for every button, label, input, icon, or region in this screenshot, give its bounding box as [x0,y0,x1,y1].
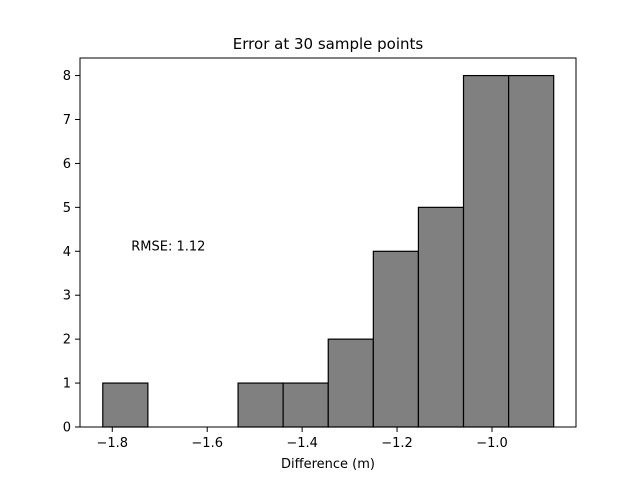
x-tick-label-4: −1.0 [476,436,508,451]
y-tick-label-8: 8 [63,69,71,84]
plot-frame [79,57,577,428]
histogram-bar-6 [372,250,420,428]
histogram-bar-3 [237,382,284,428]
x-tick-label-2: −1.4 [286,436,318,451]
histogram-bar-0 [102,382,149,428]
x-tick-label-1: −1.6 [191,436,223,451]
y-tick-label-2: 2 [63,333,71,348]
y-tick-label-6: 6 [63,157,71,172]
chart-title: Error at 30 sample points [233,35,424,53]
x-tick-label-3: −1.2 [381,436,413,451]
histogram-bar-7 [417,206,465,428]
axes-layer: −1.8 −1.6 −1.4 −1.2 −1.0 0 1 2 3 4 5 6 7 8 [63,57,577,451]
histogram-bar-5 [327,338,374,428]
y-tick-label-5: 5 [63,201,71,216]
bars-layer [102,74,555,428]
rmse-annotation: RMSE: 1.12 [131,239,205,254]
y-tick-label-3: 3 [63,289,71,304]
y-tick-label-4: 4 [63,245,71,260]
y-tick-label-1: 1 [63,377,71,392]
histogram-bar-4 [282,382,329,428]
x-tick-label-0: −1.8 [96,436,128,451]
x-axis-label: Difference (m) [281,457,375,472]
histogram-bar-9 [508,74,555,428]
histogram-bar-8 [462,74,510,428]
y-tick-label-0: 0 [63,421,71,436]
y-tick-label-7: 7 [63,113,71,128]
